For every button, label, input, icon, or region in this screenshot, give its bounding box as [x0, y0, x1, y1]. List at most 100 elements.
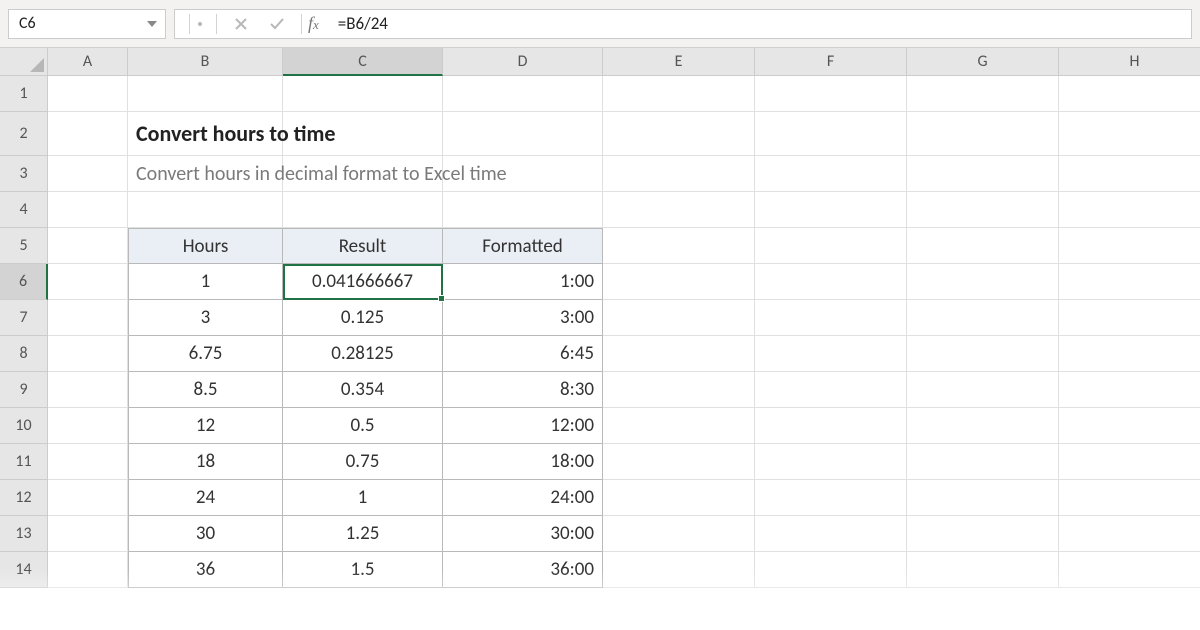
cell-H14[interactable] — [1059, 552, 1200, 588]
cell-G2[interactable] — [907, 112, 1059, 156]
cell-H11[interactable] — [1059, 444, 1200, 480]
cell-D13[interactable]: 30:00 — [443, 516, 603, 552]
cell-A6[interactable] — [48, 264, 128, 300]
cell-F13[interactable] — [755, 516, 907, 552]
cell-B7[interactable]: 3 — [128, 300, 283, 336]
cell-F12[interactable] — [755, 480, 907, 516]
cell-F6[interactable] — [755, 264, 907, 300]
cell-F8[interactable] — [755, 336, 907, 372]
cell-E3[interactable] — [603, 156, 755, 192]
cell-G13[interactable] — [907, 516, 1059, 552]
cell-A11[interactable] — [48, 444, 128, 480]
cell-H10[interactable] — [1059, 408, 1200, 444]
cell-G8[interactable] — [907, 336, 1059, 372]
cell-G3[interactable] — [907, 156, 1059, 192]
select-all-corner[interactable] — [0, 48, 48, 76]
cell-E10[interactable] — [603, 408, 755, 444]
cell-E13[interactable] — [603, 516, 755, 552]
cell-H4[interactable] — [1059, 192, 1200, 228]
cell-H7[interactable] — [1059, 300, 1200, 336]
cell-H6[interactable] — [1059, 264, 1200, 300]
col-head-B[interactable]: B — [128, 48, 283, 76]
col-head-G[interactable]: G — [907, 48, 1059, 76]
cell-F14[interactable] — [755, 552, 907, 588]
row-head-11[interactable]: 11 — [0, 444, 48, 480]
cell-F5[interactable] — [755, 228, 907, 264]
cell-B5[interactable]: Hours — [128, 228, 283, 264]
cell-F7[interactable] — [755, 300, 907, 336]
row-head-12[interactable]: 12 — [0, 480, 48, 516]
cell-B4[interactable] — [128, 192, 283, 228]
cell-C8[interactable]: 0.28125 — [283, 336, 443, 372]
formula-input[interactable]: =B6/24 — [328, 9, 1192, 39]
chevron-down-icon[interactable] — [147, 21, 157, 27]
cell-F11[interactable] — [755, 444, 907, 480]
cell-E7[interactable] — [603, 300, 755, 336]
fx-icon[interactable]: fx — [308, 13, 319, 34]
cell-D11[interactable]: 18:00 — [443, 444, 603, 480]
cell-G14[interactable] — [907, 552, 1059, 588]
name-box[interactable]: C6 — [8, 9, 166, 39]
cell-C10[interactable]: 0.5 — [283, 408, 443, 444]
cell-G6[interactable] — [907, 264, 1059, 300]
cell-G1[interactable] — [907, 76, 1059, 112]
cell-D14[interactable]: 36:00 — [443, 552, 603, 588]
cell-F1[interactable] — [755, 76, 907, 112]
cell-D6[interactable]: 1:00 — [443, 264, 603, 300]
row-head-13[interactable]: 13 — [0, 516, 48, 552]
row-head-6[interactable]: 6 — [0, 264, 48, 300]
col-head-H[interactable]: H — [1059, 48, 1200, 76]
col-head-F[interactable]: F — [755, 48, 907, 76]
cell-H5[interactable] — [1059, 228, 1200, 264]
cell-D12[interactable]: 24:00 — [443, 480, 603, 516]
cell-G9[interactable] — [907, 372, 1059, 408]
row-head-5[interactable]: 5 — [0, 228, 48, 264]
cell-G7[interactable] — [907, 300, 1059, 336]
cell-H2[interactable] — [1059, 112, 1200, 156]
cell-B14[interactable]: 36 — [128, 552, 283, 588]
cell-B8[interactable]: 6.75 — [128, 336, 283, 372]
cell-D9[interactable]: 8:30 — [443, 372, 603, 408]
cell-G12[interactable] — [907, 480, 1059, 516]
check-icon[interactable] — [259, 9, 295, 39]
cell-A9[interactable] — [48, 372, 128, 408]
cell-E2[interactable] — [603, 112, 755, 156]
cell-E1[interactable] — [603, 76, 755, 112]
cell-E4[interactable] — [603, 192, 755, 228]
cell-B10[interactable]: 12 — [128, 408, 283, 444]
cell-C7[interactable]: 0.125 — [283, 300, 443, 336]
cell-G10[interactable] — [907, 408, 1059, 444]
cell-A7[interactable] — [48, 300, 128, 336]
cell-B13[interactable]: 30 — [128, 516, 283, 552]
col-head-C[interactable]: C — [283, 48, 443, 76]
row-head-4[interactable]: 4 — [0, 192, 48, 228]
cell-D2[interactable] — [443, 112, 603, 156]
cancel-icon[interactable] — [223, 9, 259, 39]
col-head-E[interactable]: E — [603, 48, 755, 76]
cell-C6[interactable]: 0.041666667 — [283, 264, 443, 300]
cell-G4[interactable] — [907, 192, 1059, 228]
cell-A3[interactable] — [48, 156, 128, 192]
cell-A2[interactable] — [48, 112, 128, 156]
cell-C9[interactable]: 0.354 — [283, 372, 443, 408]
cell-B11[interactable]: 18 — [128, 444, 283, 480]
cell-B3[interactable]: Convert hours in decimal format to Excel… — [128, 156, 283, 192]
cell-H12[interactable] — [1059, 480, 1200, 516]
row-head-9[interactable]: 9 — [0, 372, 48, 408]
cell-G5[interactable] — [907, 228, 1059, 264]
row-head-3[interactable]: 3 — [0, 156, 48, 192]
cell-D7[interactable]: 3:00 — [443, 300, 603, 336]
row-head-2[interactable]: 2 — [0, 112, 48, 156]
row-head-14[interactable]: 14 — [0, 552, 48, 588]
cell-E14[interactable] — [603, 552, 755, 588]
cell-C11[interactable]: 0.75 — [283, 444, 443, 480]
cell-D10[interactable]: 12:00 — [443, 408, 603, 444]
cell-B1[interactable] — [128, 76, 283, 112]
cell-H8[interactable] — [1059, 336, 1200, 372]
cell-F2[interactable] — [755, 112, 907, 156]
cell-D8[interactable]: 6:45 — [443, 336, 603, 372]
cell-F4[interactable] — [755, 192, 907, 228]
cell-A13[interactable] — [48, 516, 128, 552]
cell-D5[interactable]: Formatted — [443, 228, 603, 264]
cell-A14[interactable] — [48, 552, 128, 588]
